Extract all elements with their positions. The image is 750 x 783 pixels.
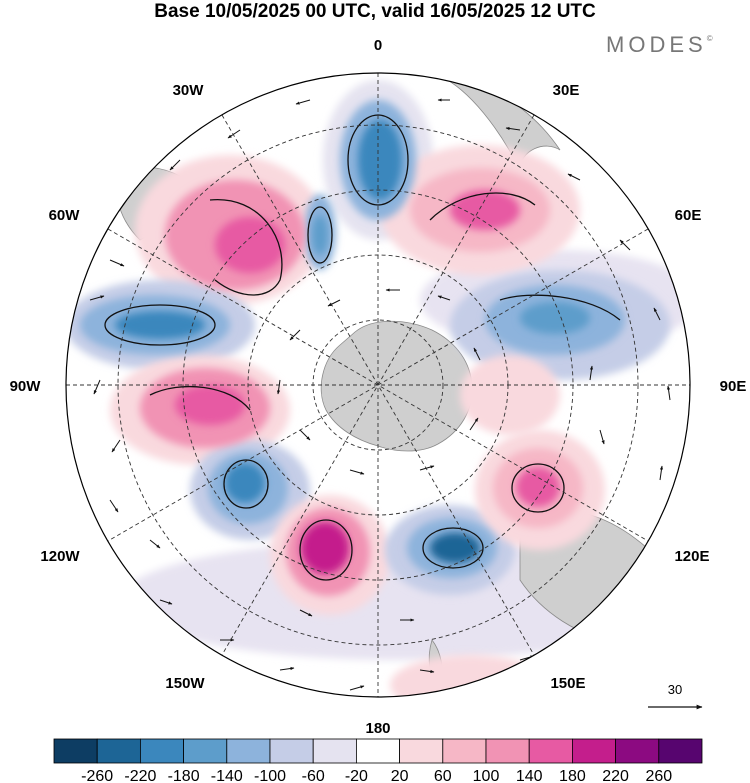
colorbar-swatch <box>399 738 444 764</box>
colorbar-swatch <box>226 738 271 764</box>
colorbar-swatch <box>485 738 530 764</box>
colorbar-swatch <box>572 738 617 764</box>
colorbar-tick-label: -100 <box>254 768 286 783</box>
colorbar-tick-label: -180 <box>168 768 200 783</box>
circulation-lines <box>104 114 621 581</box>
lon-label-30w: 30W <box>173 82 205 99</box>
modes-logo: MODES© <box>606 32 713 58</box>
colorbar-swatch <box>658 738 703 764</box>
colorbar-tick-label: 140 <box>516 768 543 783</box>
colorbar-tick-label: -260 <box>81 768 113 783</box>
colorbar-swatch <box>96 738 141 764</box>
graticule <box>66 73 690 697</box>
wind-vectors <box>89 98 671 691</box>
lon-label-60e: 60E <box>675 207 702 224</box>
lon-label-120e: 120E <box>674 548 709 565</box>
colorbar-swatch <box>183 738 228 764</box>
longitude-labels: 0 30E 60E 90E 120E 150E 180 150W 120W 90… <box>10 37 747 737</box>
lon-label-180: 180 <box>365 720 390 737</box>
map-title: Base 10/05/2025 00 UTC, valid 16/05/2025… <box>154 1 596 22</box>
colorbar-tick-label: 220 <box>602 768 629 783</box>
map-disc <box>66 73 690 697</box>
colorbar-swatch <box>312 738 357 764</box>
brand-text: MODES <box>606 32 707 57</box>
colorbar-swatch <box>528 738 573 764</box>
lon-label-90e: 90E <box>720 378 747 395</box>
colorbar-swatch <box>53 738 98 764</box>
colorbar-tick-label: -60 <box>302 768 325 783</box>
lon-label-150w: 150W <box>165 675 205 692</box>
colorbar-swatch <box>615 738 660 764</box>
lon-label-120w: 120W <box>40 548 80 565</box>
lon-label-60w: 60W <box>49 207 81 224</box>
colorbar: -260 -220 -180 -140 -100 -60 -20 20 60 100 140 180 2… <box>53 738 703 783</box>
colorbar-swatch <box>269 738 314 764</box>
anomaly-field <box>66 80 670 697</box>
lon-label-90w: 90W <box>10 378 42 395</box>
copyright-mark: © <box>706 34 713 43</box>
map-border <box>65 72 691 698</box>
colorbar-tick-label: -220 <box>124 768 156 783</box>
colorbar-swatch <box>139 738 184 764</box>
colorbar-tick-label: -140 <box>211 768 243 783</box>
colorbar-tick-label: -20 <box>345 768 368 783</box>
reference-vector-value: 30 <box>668 682 682 697</box>
reference-vector: 30 <box>648 682 703 710</box>
lon-label-0: 0 <box>374 37 382 54</box>
colorbar-tick-label: 60 <box>434 768 452 783</box>
lon-label-30e: 30E <box>553 82 580 99</box>
colorbar-tick-label: 20 <box>391 768 409 783</box>
colorbar-tick-label: 260 <box>645 768 672 783</box>
colorbar-swatch <box>442 738 487 764</box>
colorbar-tick-label: 100 <box>473 768 500 783</box>
lon-label-150e: 150E <box>550 675 585 692</box>
colorbar-tick-label: 180 <box>559 768 586 783</box>
colorbar-swatch <box>355 738 400 764</box>
